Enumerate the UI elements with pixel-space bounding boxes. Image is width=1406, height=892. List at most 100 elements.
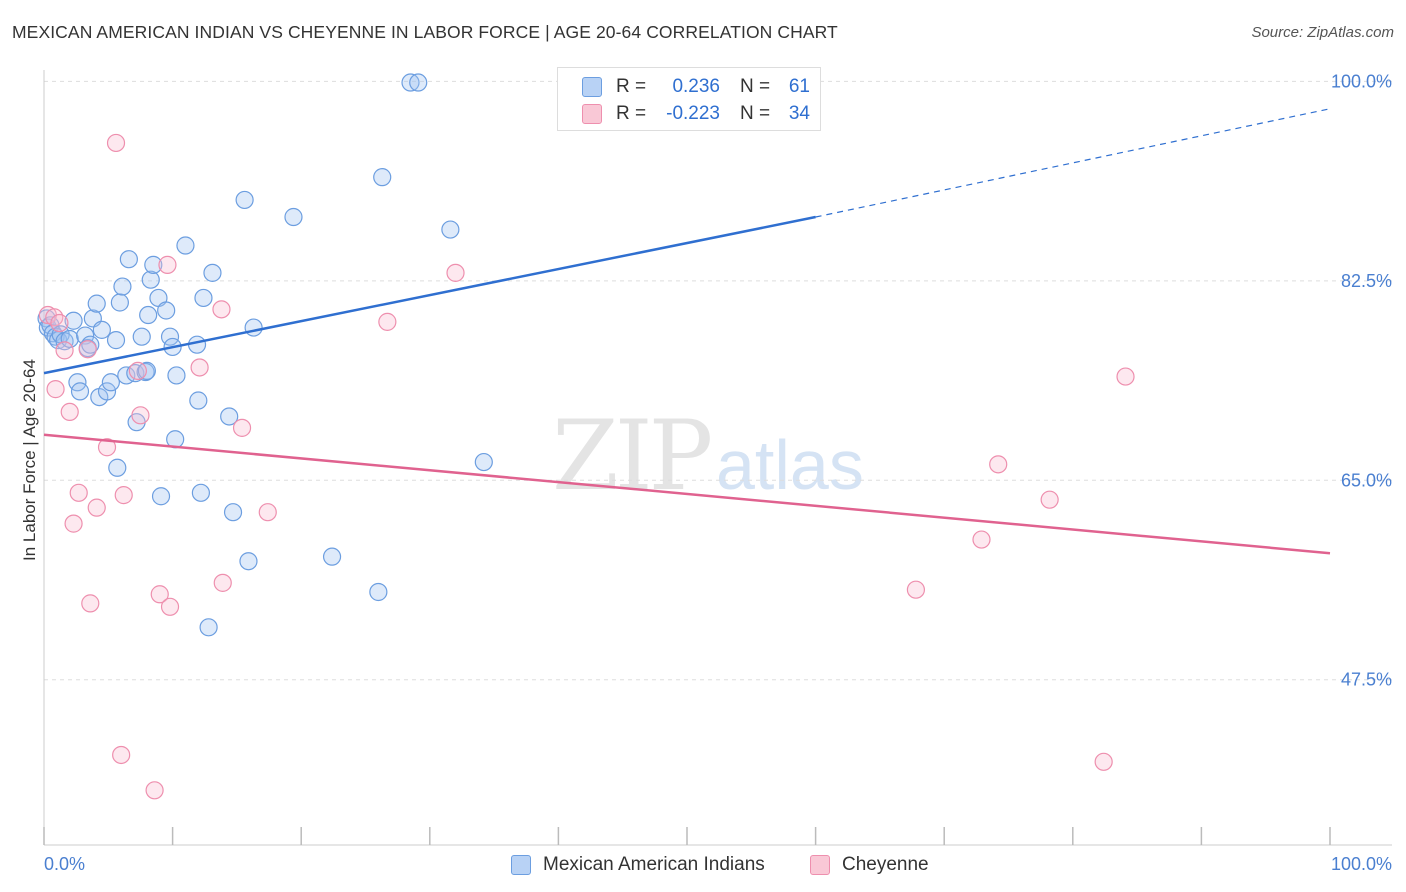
point-cheyenne (131, 406, 150, 425)
point-cheyenne (1094, 752, 1113, 771)
point-cheyenne (972, 530, 991, 549)
watermark-atlas: atlas (716, 426, 864, 504)
point-mexican-american-indians (136, 362, 155, 382)
swatch-pink (582, 104, 602, 124)
point-mexican-american-indians (101, 373, 120, 392)
point-mexican-american-indians (92, 320, 111, 339)
point-cheyenne (150, 585, 169, 604)
point-cheyenne (212, 300, 231, 319)
point-mexican-american-indians (70, 382, 90, 401)
legend-label: Cheyenne (842, 854, 929, 875)
point-mexican-american-indians (106, 331, 126, 350)
point-mexican-american-indians (194, 288, 213, 308)
point-cheyenne (190, 358, 209, 377)
point-cheyenne (60, 402, 79, 422)
point-cheyenne (378, 312, 397, 331)
point-mexican-american-indians (223, 503, 243, 522)
legend-item-cheyenne: Cheyenne (810, 852, 929, 878)
point-cheyenne (45, 308, 64, 327)
point-mexican-american-indians (60, 329, 79, 349)
point-cheyenne (112, 745, 131, 765)
point-mexican-american-indians (441, 220, 460, 239)
point-mexican-american-indians (474, 452, 493, 472)
stats-row-cheyenne: R = -0.223 N = 34 (582, 101, 810, 127)
point-mexican-american-indians (409, 73, 428, 92)
trend-line-mexican-american-indians (43, 215, 816, 375)
point-mexican-american-indians (97, 382, 117, 401)
y-tick-label: 82.5% (1341, 271, 1392, 291)
point-mexican-american-indians (64, 311, 83, 330)
y-tick-label: 65.0% (1341, 470, 1392, 490)
point-cheyenne (87, 498, 106, 517)
point-cheyenne (55, 341, 74, 360)
r-label: R = (616, 76, 647, 97)
stats-legend: R = 0.236 N = 61 R = -0.223 N = 34 (557, 67, 821, 131)
point-mexican-american-indians (87, 294, 106, 313)
point-mexican-american-indians (203, 263, 222, 282)
trend-line-extension-mexican-american-indians (815, 108, 1331, 218)
point-mexican-american-indians (157, 301, 176, 320)
y-tick-label: 47.5% (1341, 670, 1392, 690)
point-cheyenne (906, 580, 926, 599)
point-cheyenne (258, 503, 277, 522)
point-mexican-american-indians (199, 618, 218, 637)
point-mexican-american-indians (239, 552, 258, 571)
chart-source: Source: ZipAtlas.com (1251, 24, 1394, 41)
point-cheyenne (160, 597, 180, 616)
point-cheyenne (69, 483, 88, 502)
chart-title: MEXICAN AMERICAN INDIAN VS CHEYENNE IN L… (12, 22, 838, 42)
point-mexican-american-indians (139, 305, 158, 325)
legend-swatch-blue (511, 855, 531, 875)
legend-swatch-pink (810, 855, 830, 875)
point-mexican-american-indians (191, 483, 210, 502)
point-mexican-american-indians (284, 207, 303, 227)
legend-label: Mexican American Indians (543, 854, 765, 875)
point-cheyenne (46, 380, 65, 399)
point-mexican-american-indians (132, 327, 151, 346)
point-mexican-american-indians (189, 391, 208, 410)
point-mexican-american-indians (322, 547, 342, 566)
point-mexican-american-indians (108, 458, 127, 477)
point-mexican-american-indians (401, 73, 420, 92)
point-cheyenne (158, 255, 177, 274)
point-mexican-american-indians (141, 270, 160, 289)
r-value: -0.223 (666, 103, 720, 124)
point-mexican-american-indians (373, 168, 392, 187)
point-cheyenne (50, 313, 69, 333)
point-mexican-american-indians (110, 293, 129, 312)
point-cheyenne (1040, 490, 1059, 509)
point-cheyenne (446, 263, 465, 282)
n-label: N = (740, 76, 771, 97)
n-label: N = (740, 103, 771, 124)
r-label: R = (616, 103, 647, 124)
point-cheyenne (213, 573, 232, 592)
y-tick-label: 100.0% (1331, 71, 1392, 91)
point-mexican-american-indians (167, 366, 186, 385)
point-mexican-american-indians (176, 236, 195, 255)
point-mexican-american-indians (235, 190, 254, 210)
stats-row-mexican-american-indians: R = 0.236 N = 61 (582, 74, 810, 100)
point-cheyenne (232, 418, 252, 437)
point-mexican-american-indians (244, 318, 263, 337)
point-cheyenne (114, 486, 133, 505)
point-cheyenne (64, 514, 83, 533)
point-mexican-american-indians (151, 487, 171, 506)
x-tick-label-min: 0.0% (44, 854, 85, 874)
point-mexican-american-indians (113, 277, 132, 296)
point-cheyenne (106, 133, 126, 153)
point-cheyenne (97, 438, 117, 457)
point-mexican-american-indians (369, 582, 388, 602)
point-cheyenne (81, 594, 100, 613)
point-cheyenne (989, 455, 1008, 474)
trend-line-cheyenne (43, 433, 1331, 555)
swatch-blue (582, 77, 602, 97)
n-value: 34 (788, 103, 810, 124)
n-value: 61 (788, 76, 810, 97)
x-tick-label-max: 100.0% (1331, 854, 1392, 874)
point-mexican-american-indians (119, 250, 138, 269)
point-cheyenne (1116, 367, 1135, 386)
point-mexican-american-indians (220, 407, 239, 426)
r-value: 0.236 (672, 76, 720, 97)
point-cheyenne (78, 340, 97, 359)
